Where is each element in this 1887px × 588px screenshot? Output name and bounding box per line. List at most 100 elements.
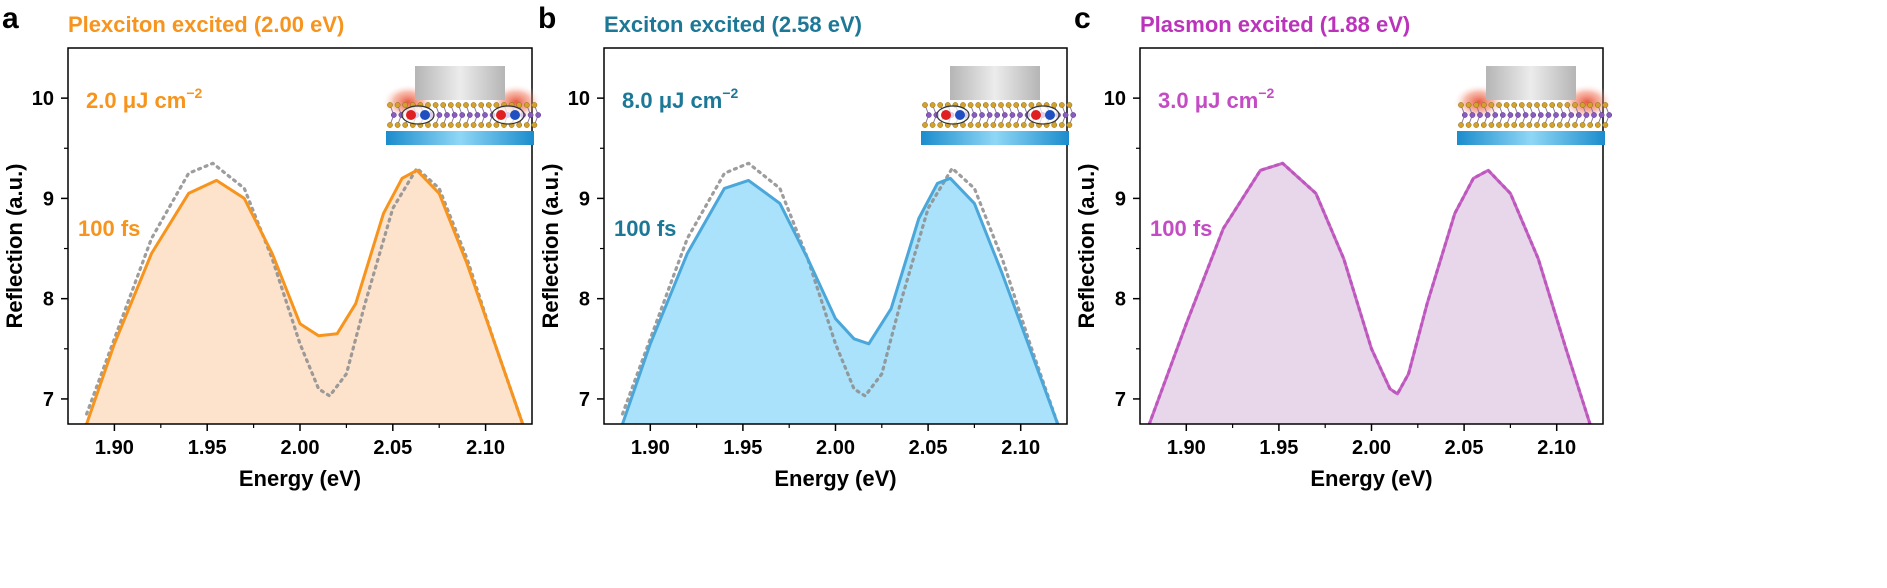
- hole-icon: [1031, 110, 1041, 120]
- chalcogen-atom: [1518, 122, 1525, 128]
- metal-nanoparticle: [1486, 66, 1576, 100]
- metal-nanoparticle: [950, 66, 1040, 100]
- chalcogen-atom: [1458, 102, 1464, 108]
- chalcogen-atom: [1013, 102, 1020, 108]
- chalcogen-atom: [1503, 122, 1510, 128]
- chalcogen-atom: [1541, 122, 1548, 128]
- chalcogen-atom: [1066, 102, 1073, 108]
- series-line-reference: [85, 161, 525, 424]
- chalcogen-atom: [387, 122, 393, 128]
- metal-atom: [1568, 112, 1575, 118]
- hole-icon: [406, 110, 416, 120]
- inset-schematic: [1453, 66, 1613, 145]
- chalcogen-atom: [440, 102, 447, 108]
- substrate: [1457, 131, 1605, 145]
- fluence-exponent: −2: [722, 85, 738, 101]
- x-axis-label: Energy (eV): [239, 466, 361, 491]
- chalcogen-atom: [1496, 122, 1502, 128]
- chalcogen-atom: [432, 102, 439, 108]
- metal-atom: [1522, 112, 1529, 118]
- panel-letter: a: [2, 2, 19, 35]
- chalcogen-atom: [516, 122, 523, 128]
- y-tick-label: 10: [32, 88, 54, 110]
- fluence-exponent: −2: [1258, 85, 1274, 101]
- chalcogen-atom: [1013, 122, 1020, 128]
- chalcogen-atom: [447, 122, 454, 128]
- chalcogen-atom: [1564, 102, 1571, 108]
- x-tick-label: 1.95: [188, 437, 227, 459]
- chalcogen-atom: [929, 122, 936, 128]
- chalcogen-atom: [1526, 102, 1533, 108]
- chalcogen-atom: [1458, 122, 1464, 128]
- chalcogen-atom: [1572, 122, 1578, 128]
- metal-atom: [436, 112, 443, 118]
- metal-atom: [1001, 112, 1008, 118]
- fluence-label: 3.0 μJ cm−2: [1158, 85, 1274, 113]
- chalcogen-atom: [1488, 122, 1495, 128]
- metal-atom: [459, 112, 466, 118]
- chalcogen-atom: [982, 122, 989, 128]
- x-tick-label: 2.10: [1001, 437, 1040, 459]
- metal-atom: [1461, 112, 1468, 118]
- substrate: [921, 131, 1069, 145]
- y-tick-label: 8: [43, 289, 54, 311]
- metal-nanoparticle: [415, 66, 505, 100]
- series-fill-pumped: [1149, 163, 1590, 424]
- x-axis-label: Energy (eV): [774, 466, 896, 491]
- plot-area: [85, 161, 525, 424]
- metal-atom: [451, 112, 458, 118]
- metal-atom: [1553, 112, 1559, 118]
- x-tick-label: 1.90: [631, 437, 670, 459]
- chalcogen-atom: [1579, 122, 1586, 128]
- metal-atom: [986, 112, 993, 118]
- fluence-value: 3.0 μJ cm: [1158, 88, 1258, 113]
- panel-a: a Plexciton excited (2.00 eV) 1.90 1.95 2.00…: [2, 2, 542, 491]
- metal-atom: [925, 112, 932, 118]
- chalcogen-atom: [402, 102, 409, 108]
- chalcogen-atom: [922, 122, 928, 128]
- chalcogen-atom: [394, 122, 401, 128]
- series-line-reference: [620, 161, 1060, 424]
- chalcogen-atom: [998, 102, 1004, 108]
- chalcogen-atom: [447, 102, 454, 108]
- substrate: [386, 131, 534, 145]
- chalcogen-atom: [387, 102, 393, 108]
- chalcogen-atom: [493, 102, 500, 108]
- series-fill-pumped: [622, 178, 1058, 424]
- chalcogen-atom: [470, 102, 477, 108]
- chalcogen-atom: [493, 122, 500, 128]
- chalcogen-atom: [1594, 102, 1601, 108]
- chalcogen-atom: [485, 122, 492, 128]
- chalcogen-atom: [523, 102, 530, 108]
- y-tick-label: 9: [43, 188, 54, 210]
- chalcogen-atom: [1480, 122, 1487, 128]
- metal-atom: [1545, 112, 1552, 118]
- x-tick-label: 2.10: [1537, 437, 1576, 459]
- chalcogen-atom: [937, 102, 944, 108]
- y-tick-label: 8: [579, 289, 590, 311]
- metal-atom: [1515, 112, 1521, 118]
- chalcogen-atom: [1602, 102, 1609, 108]
- fluence-label: 8.0 μJ cm−2: [622, 85, 738, 113]
- chalcogen-atom: [975, 102, 982, 108]
- chalcogen-atom: [1496, 102, 1502, 108]
- chalcogen-atom: [523, 122, 530, 128]
- chalcogen-atom: [432, 122, 439, 128]
- fluence-value: 8.0 μJ cm: [622, 88, 722, 113]
- chalcogen-atom: [1051, 102, 1058, 108]
- chalcogen-atom: [990, 122, 997, 128]
- chalcogen-atom: [455, 102, 462, 108]
- x-tick-label: 1.95: [1259, 437, 1298, 459]
- chalcogen-atom: [1594, 122, 1601, 128]
- panel-letter: b: [538, 2, 556, 35]
- electron-icon: [1045, 110, 1055, 120]
- metal-atom: [390, 112, 397, 118]
- chalcogen-atom: [982, 102, 989, 108]
- chalcogen-atom: [1465, 102, 1472, 108]
- metal-atom: [1598, 112, 1605, 118]
- metal-atom: [1507, 112, 1514, 118]
- chalcogen-atom: [531, 102, 538, 108]
- x-tick-label: 2.05: [373, 437, 412, 459]
- fluence-label: 2.0 μJ cm−2: [86, 85, 202, 113]
